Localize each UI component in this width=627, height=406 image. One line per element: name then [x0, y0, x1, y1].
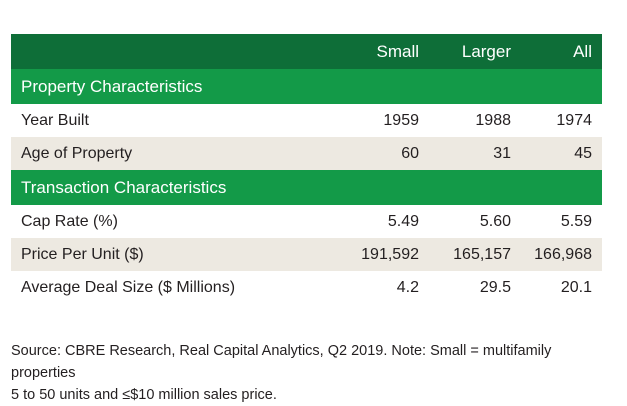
cell-all: 1974: [556, 111, 592, 129]
cell-all: 45: [574, 144, 592, 162]
row-label: Year Built: [21, 111, 89, 129]
row-label: Age of Property: [21, 144, 133, 162]
cell-small: 1959: [383, 111, 419, 129]
table-row-price-per-unit: Price Per Unit ($) 191,592 165,157 166,9…: [11, 238, 602, 271]
section-header-transaction: Transaction Characteristics: [11, 170, 602, 205]
section-title: Property Characteristics: [21, 76, 203, 96]
column-header-larger: Larger: [461, 41, 511, 61]
cell-small: 5.49: [387, 212, 419, 230]
cell-all: 166,968: [534, 245, 592, 263]
section-header-property: Property Characteristics: [11, 69, 602, 104]
comparison-table: Small Larger All Property Characteristic…: [11, 34, 602, 304]
cell-small: 191,592: [361, 245, 419, 263]
cell-all: 20.1: [560, 278, 592, 296]
cell-larger: 1988: [475, 111, 511, 129]
footnote-line-1: Source: CBRE Research, Real Capital Anal…: [11, 343, 552, 381]
source-footnote: Source: CBRE Research, Real Capital Anal…: [11, 340, 611, 406]
table-row-age-of-property: Age of Property 60 31 45: [11, 137, 602, 170]
cell-larger: 31: [493, 144, 511, 162]
table-row-cap-rate: Cap Rate (%) 5.49 5.60 5.59: [11, 205, 602, 238]
table-header-row: Small Larger All: [11, 34, 602, 69]
footnote-line-2: 5 to 50 units and ≤$10 million sales pri…: [11, 387, 277, 403]
table-row-average-deal-size: Average Deal Size ($ Millions) 4.2 29.5 …: [11, 271, 602, 304]
row-label: Price Per Unit ($): [21, 245, 144, 263]
cell-small: 4.2: [396, 278, 419, 296]
section-title: Transaction Characteristics: [21, 177, 227, 197]
table-row-year-built: Year Built 1959 1988 1974: [11, 104, 602, 137]
cell-small: 60: [401, 144, 419, 162]
cell-all: 5.59: [560, 212, 592, 230]
column-header-small: Small: [376, 41, 419, 61]
cell-larger: 5.60: [479, 212, 511, 230]
row-label: Average Deal Size ($ Millions): [21, 278, 236, 296]
row-label: Cap Rate (%): [21, 212, 118, 230]
cell-larger: 165,157: [453, 245, 511, 263]
cell-larger: 29.5: [479, 278, 511, 296]
column-header-all: All: [573, 41, 592, 61]
